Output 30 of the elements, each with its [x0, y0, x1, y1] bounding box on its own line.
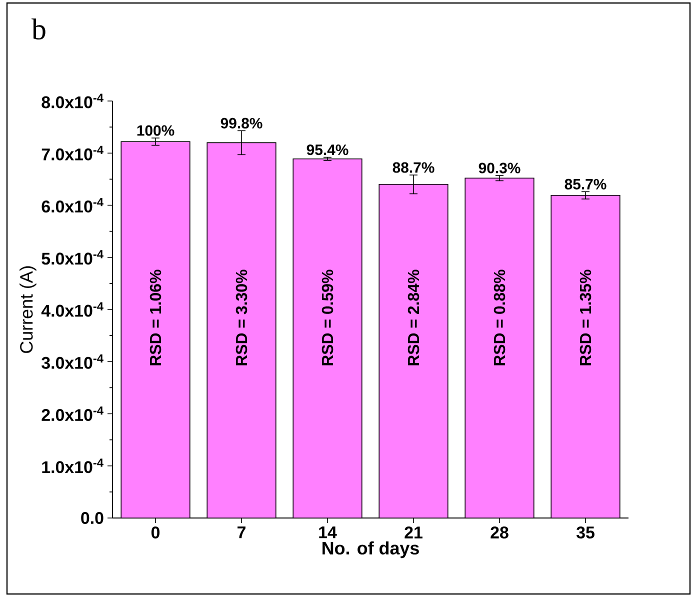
text: b [32, 18, 46, 40]
y-tick-label: 4.0x10$^{-4}$ [41, 302, 104, 317]
annotation: RSD = 1.06% [150, 270, 162, 366]
y-tick-label: 8.0x10$^{-4}$ [42, 94, 104, 108]
annotation: 100% [137, 125, 174, 136]
x-tick-label: 14 [319, 526, 337, 538]
annotation: 99.8% [220, 118, 262, 128]
y-tick-label: 3.0x10$^{-4}$ [42, 354, 104, 369]
annotation: 85.7% [564, 178, 606, 190]
y-tick-label: 5.0x10$^{-4}$ [42, 250, 104, 265]
y-tick-label: 7.0x10$^{-4}$ [42, 146, 104, 160]
annotation: 95.4% [306, 144, 348, 156]
x-tick-label: 0 [151, 526, 160, 539]
x-tick-label: 35 [576, 526, 594, 539]
y-axis-title: Current (A) [20, 266, 36, 353]
annotation: RSD = 0.88% [494, 270, 506, 366]
annotation: RSD = 2.84% [408, 270, 420, 366]
y-tick-label: 2.0x10$^{-4}$ [42, 406, 104, 422]
y-tick-label: 1.0x10$^{-4}$ [42, 458, 104, 474]
annotation: 88.7% [392, 162, 434, 173]
x-tick-label: 21 [404, 526, 422, 538]
y-tick-label: 6.0x10$^{-4}$ [42, 198, 104, 213]
x-axis-title: No. of days [322, 541, 419, 558]
annotation: RSD = 1.35% [580, 270, 592, 366]
annotation: RSD = 0.59% [322, 270, 334, 366]
annotation: 90.3% [478, 162, 520, 174]
annotation: RSD = 3.30% [236, 270, 248, 366]
y-tick-label: 0.0 [81, 512, 104, 524]
x-tick-label: 7 [238, 526, 246, 538]
x-tick-label: 28 [490, 526, 508, 539]
